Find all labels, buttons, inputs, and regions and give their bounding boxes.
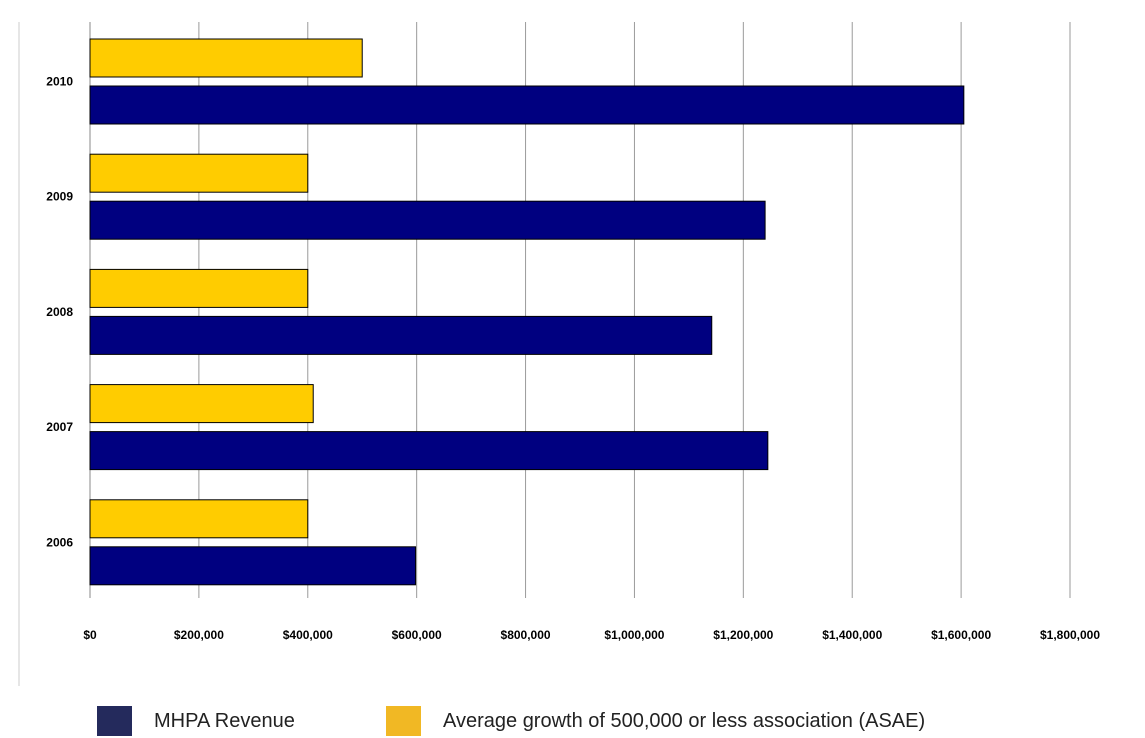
y-axis-labels: 2010 2009 2008 2007 2006	[46, 75, 73, 550]
legend: MHPA Revenue Average growth of 500,000 o…	[0, 704, 1145, 738]
bar-asae-2006	[89, 499, 309, 539]
legend-item-mhpa: MHPA Revenue	[97, 704, 295, 738]
y-tick-label: 2010	[46, 75, 73, 89]
legend-label-asae: Average growth of 500,000 or less associ…	[443, 709, 926, 732]
bar-mhpa-2006	[89, 546, 417, 586]
bar-mhpa-2010	[89, 85, 965, 125]
x-tick-label: $200,000	[174, 628, 224, 642]
x-tick-label: $1,400,000	[822, 628, 882, 642]
bar-asae-2009	[89, 153, 309, 193]
y-tick-label: 2008	[46, 305, 73, 319]
bar-mhpa-2008	[89, 315, 713, 355]
bar-asae-2007	[89, 384, 314, 424]
y-tick-label: 2009	[46, 190, 73, 204]
x-axis-labels: $0 $200,000 $400,000 $600,000 $800,000 $1,000…	[83, 628, 1100, 642]
y-tick-label: 2006	[46, 535, 73, 549]
y-tick-label: 2007	[46, 420, 73, 434]
x-tick-label: $800,000	[501, 628, 551, 642]
legend-label-mhpa: MHPA Revenue	[154, 709, 295, 732]
legend-swatch-asae	[386, 706, 421, 736]
legend-item-asae: Average growth of 500,000 or less associ…	[386, 704, 925, 738]
x-tick-label: $600,000	[392, 628, 442, 642]
bar-asae-2010	[89, 38, 363, 78]
x-tick-label: $0	[83, 628, 97, 642]
x-tick-label: $400,000	[283, 628, 333, 642]
bar-mhpa-2007	[89, 431, 769, 471]
x-tick-label: $1,800,000	[1040, 628, 1100, 642]
bar-asae-2008	[89, 268, 309, 308]
x-tick-label: $1,200,000	[713, 628, 773, 642]
legend-swatch-mhpa	[97, 706, 132, 736]
x-tick-label: $1,000,000	[604, 628, 664, 642]
bar-mhpa-2009	[89, 200, 766, 240]
x-tick-label: $1,600,000	[931, 628, 991, 642]
bars	[89, 38, 965, 586]
